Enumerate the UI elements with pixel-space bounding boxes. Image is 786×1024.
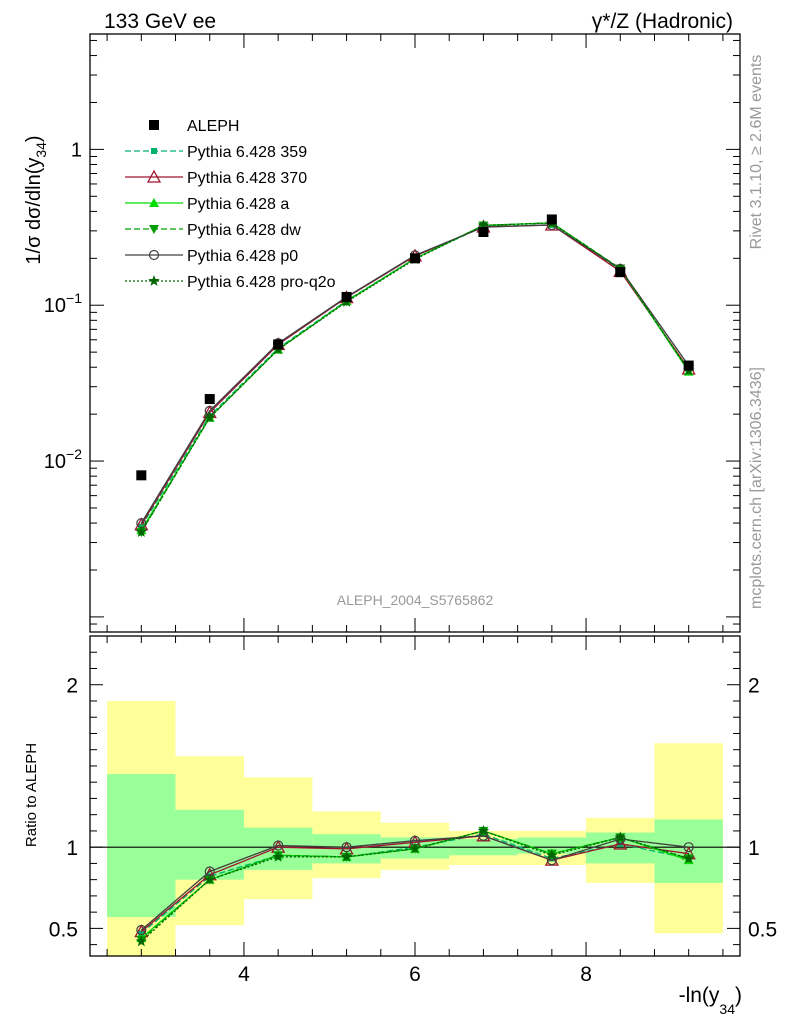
ratio-point bbox=[204, 873, 216, 885]
ratio-point bbox=[272, 850, 284, 862]
ratio-y-tick-label: 1 bbox=[748, 837, 760, 860]
main-panel: 1 10−1 10−2 bbox=[44, 33, 741, 633]
data-point bbox=[615, 267, 626, 278]
legend: ALEPH Pythia 6.428 359 Pythia 6.428 370 Pyt… bbox=[125, 118, 336, 291]
main-series-line bbox=[140, 224, 690, 524]
data-point bbox=[546, 214, 557, 225]
ratio-y-axis-label: Ratio to ALEPH bbox=[23, 743, 40, 847]
ratio-series-line bbox=[140, 835, 689, 931]
legend-marker bbox=[149, 120, 159, 130]
x-tick-label: 8 bbox=[580, 963, 592, 986]
legend-label: ALEPH bbox=[187, 118, 239, 135]
legend-marker bbox=[149, 225, 159, 234]
ratio-y-tick-label: 2 bbox=[66, 675, 78, 698]
ratio-point bbox=[477, 824, 490, 836]
x-tick-label: 6 bbox=[409, 963, 421, 986]
legend-marker bbox=[151, 148, 157, 154]
main-frame bbox=[89, 33, 741, 633]
ratio-point bbox=[135, 935, 148, 947]
ratio-panel: 0.5 0.5 1 1 2 2 4 6 8 bbox=[49, 34, 777, 986]
legend-item: Pythia 6.428 a bbox=[125, 196, 289, 213]
legend-marker bbox=[148, 249, 160, 261]
data-point bbox=[683, 360, 694, 371]
ratio-y-tick-label: 0.5 bbox=[49, 918, 78, 941]
ratio-y-tick-label: 2 bbox=[748, 675, 760, 698]
header-left: 133 GeV ee bbox=[104, 10, 216, 33]
main-series-line bbox=[140, 222, 690, 533]
main-y-tick-label: 10−1 bbox=[44, 290, 82, 317]
ratio-point bbox=[683, 842, 694, 853]
legend-marker bbox=[148, 275, 160, 286]
ratio-band-inner bbox=[107, 774, 176, 918]
ratio-point bbox=[273, 840, 284, 851]
legend-label: Pythia 6.428 dw bbox=[187, 222, 301, 239]
legend-item: Pythia 6.428 370 bbox=[125, 169, 307, 187]
svg-text:1/σ dσ/dln(y34): 1/σ dσ/dln(y34) bbox=[23, 135, 49, 264]
legend-label: Pythia 6.428 p0 bbox=[187, 248, 298, 265]
legend-label: Pythia 6.428 pro-q2o bbox=[187, 274, 336, 291]
main-y-tick-label: 10−2 bbox=[44, 446, 82, 473]
main-series-line bbox=[140, 222, 690, 531]
legend-label: Pythia 6.428 359 bbox=[187, 144, 307, 161]
main-point bbox=[477, 219, 490, 231]
legend-marker bbox=[146, 169, 162, 183]
x-tick-label: 4 bbox=[238, 963, 250, 986]
ratio-point bbox=[546, 849, 558, 861]
main-series-line bbox=[140, 224, 690, 527]
main-series-line bbox=[140, 222, 690, 533]
legend-item: Pythia 6.428 p0 bbox=[125, 248, 298, 265]
data-point bbox=[478, 227, 489, 238]
data-point bbox=[136, 470, 147, 481]
data-point bbox=[204, 394, 215, 405]
main-series bbox=[134, 214, 696, 538]
ratio-series bbox=[134, 824, 696, 947]
main-point bbox=[135, 526, 148, 537]
ratio-point bbox=[136, 924, 147, 936]
main-y-axis-label: 1/σ dσ/dln(y34) bbox=[23, 135, 49, 264]
side-label-rivet: Rivet 3.1.10, ≥ 2.6M events bbox=[748, 55, 765, 250]
header-right: γ*/Z (Hadronic) bbox=[592, 10, 733, 33]
svg-text:-ln(y34): -ln(y34) bbox=[679, 984, 742, 1017]
side-label-mcplots: mcplots.cern.ch [arXiv:1306.3436] bbox=[748, 367, 765, 609]
ratio-bands bbox=[107, 700, 723, 956]
legend-marker bbox=[149, 198, 159, 207]
watermark: ALEPH_2004_S5765862 bbox=[337, 592, 494, 608]
data-point bbox=[341, 291, 352, 302]
legend-item: ALEPH bbox=[149, 118, 239, 135]
data-point bbox=[273, 339, 284, 350]
x-axis-label: -ln(y34) bbox=[679, 984, 742, 1017]
main-point bbox=[204, 411, 216, 423]
ratio-point bbox=[409, 842, 421, 854]
main-series-line bbox=[140, 224, 690, 526]
ratio-y-tick-label: 0.5 bbox=[748, 918, 777, 941]
ratio-point bbox=[614, 831, 626, 843]
legend-item: Pythia 6.428 dw bbox=[125, 222, 301, 239]
data-point bbox=[410, 253, 420, 264]
legend-item: Pythia 6.428 pro-q2o bbox=[125, 274, 336, 291]
ratio-series-line bbox=[140, 835, 689, 933]
ratio-y-tick-label: 1 bbox=[66, 837, 78, 860]
ratio-point bbox=[682, 852, 695, 864]
ratio-point bbox=[613, 836, 628, 850]
main-y-tick-label: 1 bbox=[71, 139, 82, 161]
legend-label: Pythia 6.428 370 bbox=[187, 170, 307, 187]
legend-label: Pythia 6.428 a bbox=[187, 196, 289, 213]
ratio-point bbox=[340, 850, 353, 862]
legend-item: Pythia 6.428 359 bbox=[125, 144, 307, 161]
